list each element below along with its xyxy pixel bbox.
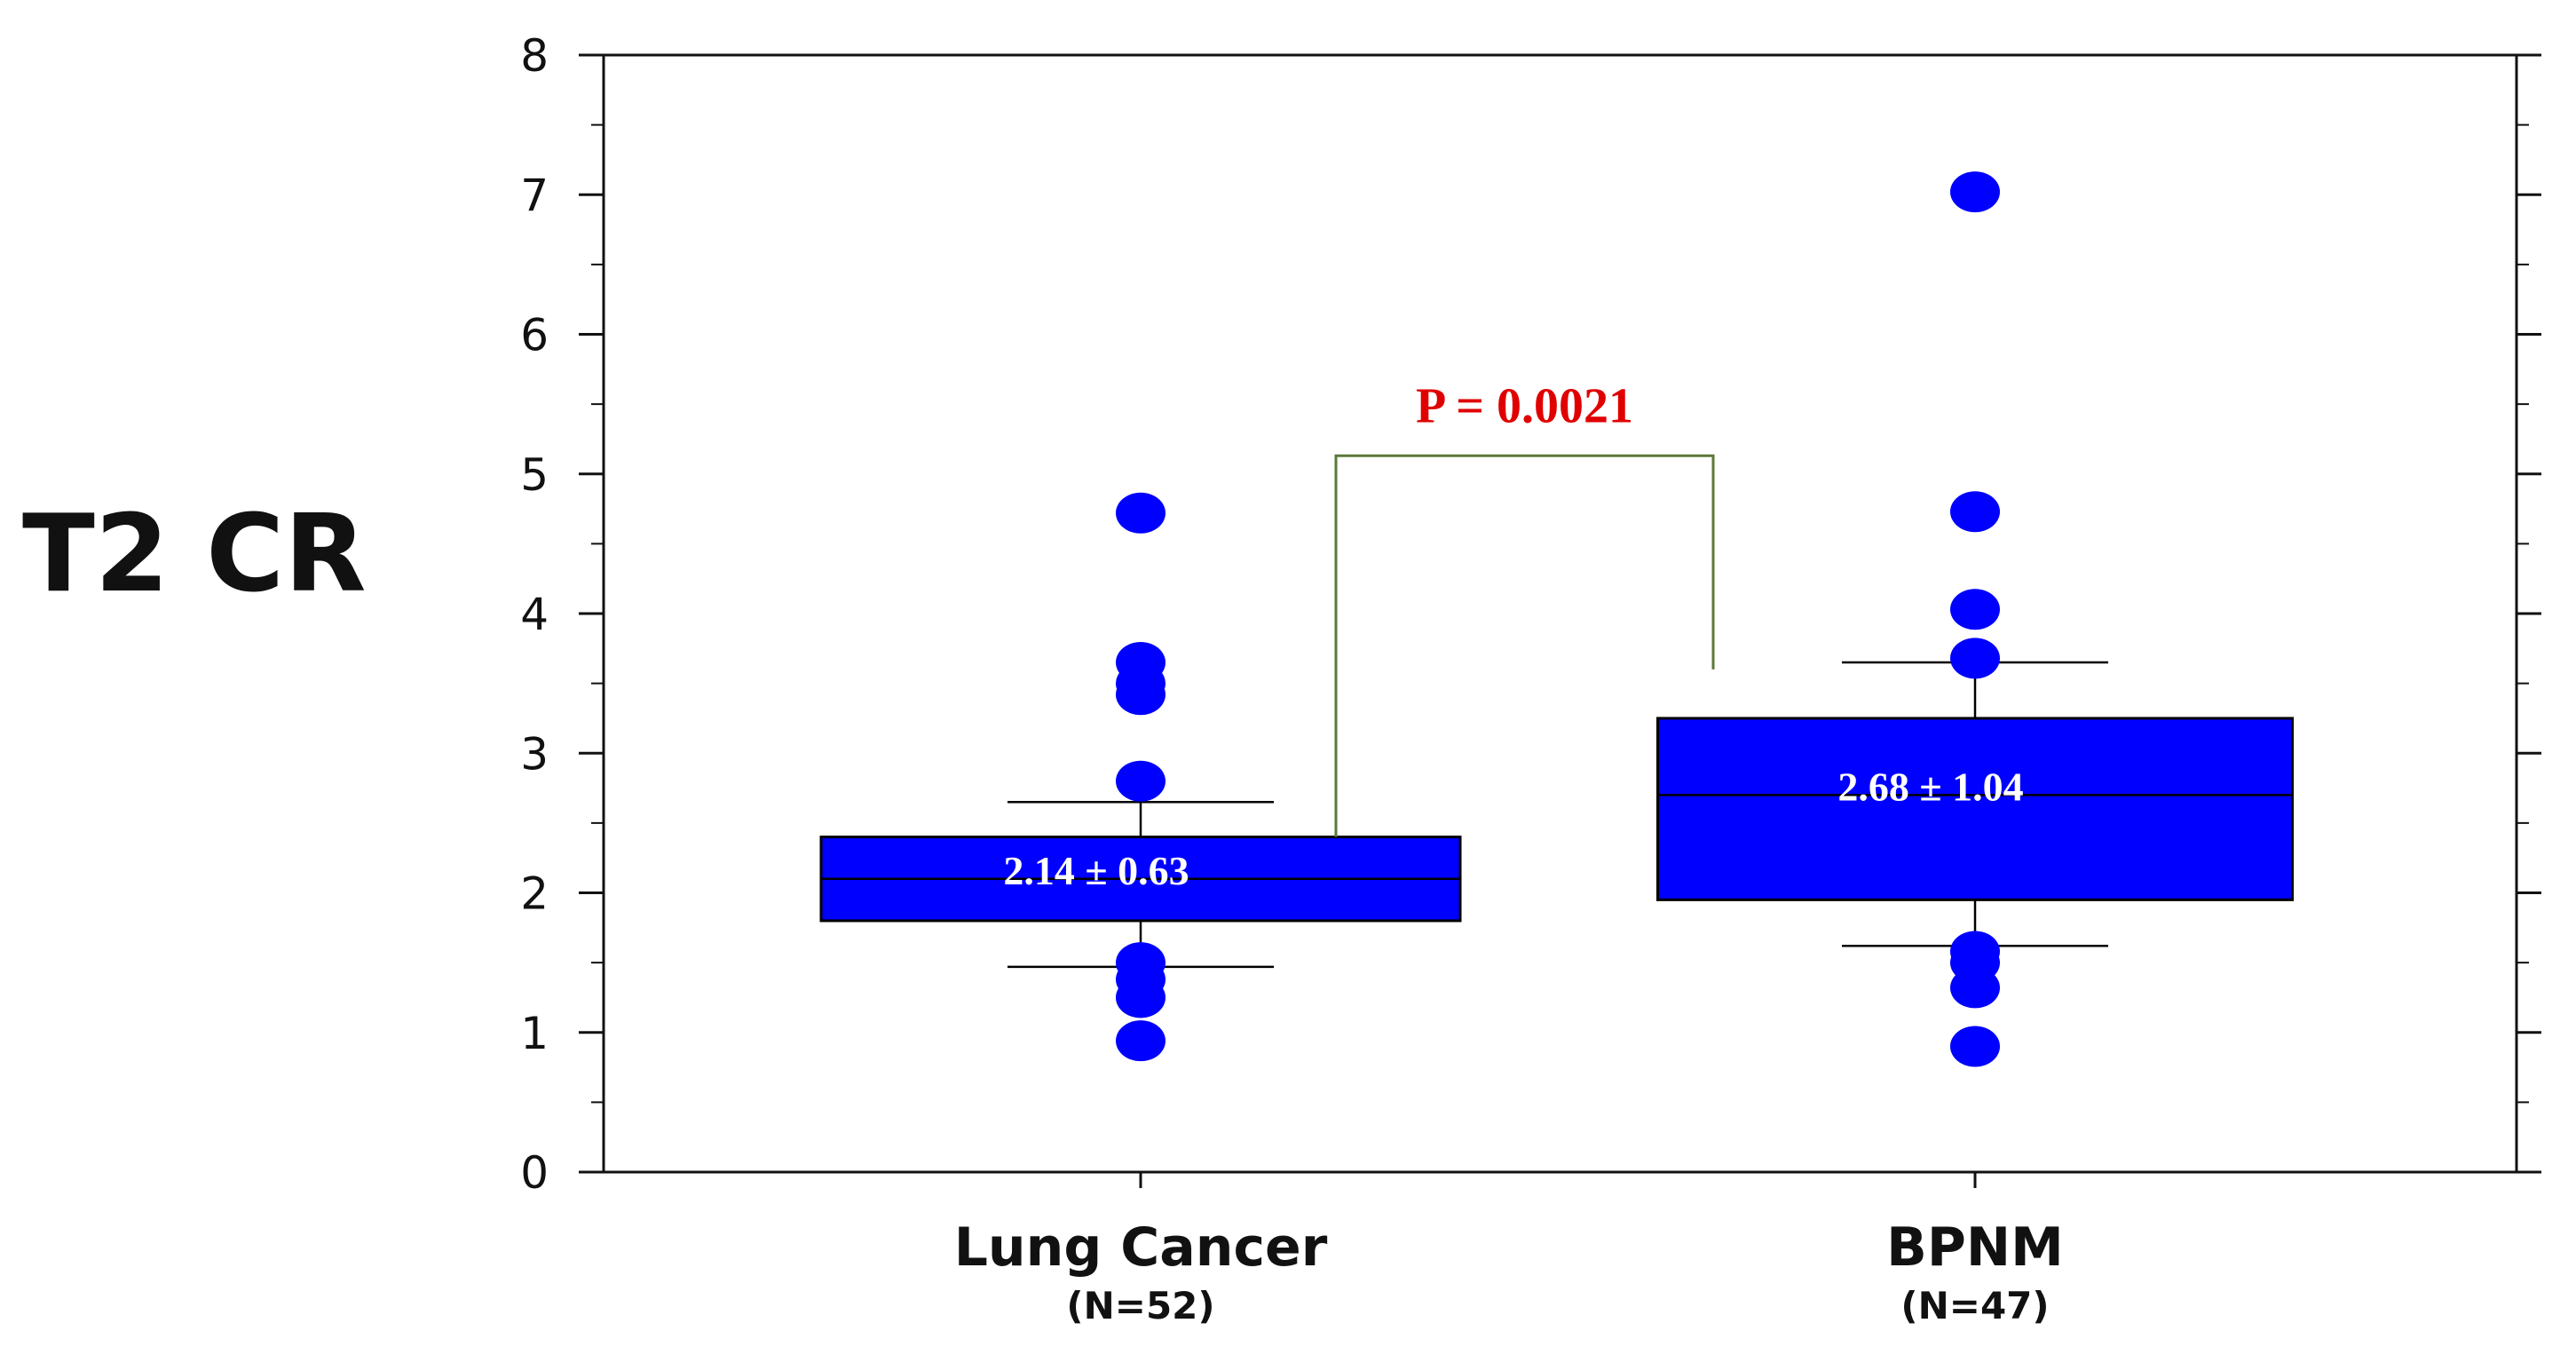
data-point <box>1116 674 1166 716</box>
category-n-label: (N=52) <box>1066 1284 1214 1327</box>
box-iqr <box>1656 717 2294 901</box>
y-tick-label: 5 <box>520 449 549 501</box>
y-tick-label: 8 <box>520 30 549 82</box>
axes <box>602 53 2518 1174</box>
category-labels: Lung Cancer (N=52) BPNM (N=47) <box>954 1172 2064 1327</box>
data-point <box>1950 589 2000 630</box>
data-point <box>1950 1026 2000 1067</box>
data-point <box>1116 760 1166 802</box>
significance-bracket <box>1334 454 1715 837</box>
y-tick-label: 4 <box>520 589 549 640</box>
y-axis-ticks: 0 1 2 3 4 5 6 7 8 <box>520 30 2541 1199</box>
mean-sd-label: 2.68 ± 1.04 <box>1837 764 2023 809</box>
boxes: 2.14 ± 0.63 2.68 ± 1.04 <box>819 661 2294 969</box>
p-value-label: P = 0.0021 <box>1416 378 1633 433</box>
outlier-points <box>1116 171 2000 1067</box>
y-tick-label: 7 <box>520 170 549 221</box>
y-tick-label: 2 <box>520 868 549 920</box>
y-axis-label: T2 CR <box>22 493 367 616</box>
y-tick-label: 6 <box>520 310 549 361</box>
data-point <box>1950 491 2000 533</box>
category-n-label: (N=47) <box>1900 1284 2049 1327</box>
y-tick-label: 3 <box>520 728 549 780</box>
data-point <box>1950 967 2000 1009</box>
significance-annotation: P = 0.0021 <box>1334 378 1715 837</box>
data-point <box>1116 492 1166 534</box>
data-point <box>1950 638 2000 679</box>
mean-sd-label: 2.14 ± 0.63 <box>1003 848 1189 893</box>
data-point <box>1116 977 1166 1018</box>
y-tick-label: 0 <box>520 1147 549 1199</box>
category-label: BPNM <box>1886 1216 2064 1279</box>
category-label: Lung Cancer <box>954 1216 1328 1279</box>
data-point <box>1116 1020 1166 1062</box>
data-point <box>1950 171 2000 213</box>
y-tick-label: 1 <box>520 1008 549 1059</box>
